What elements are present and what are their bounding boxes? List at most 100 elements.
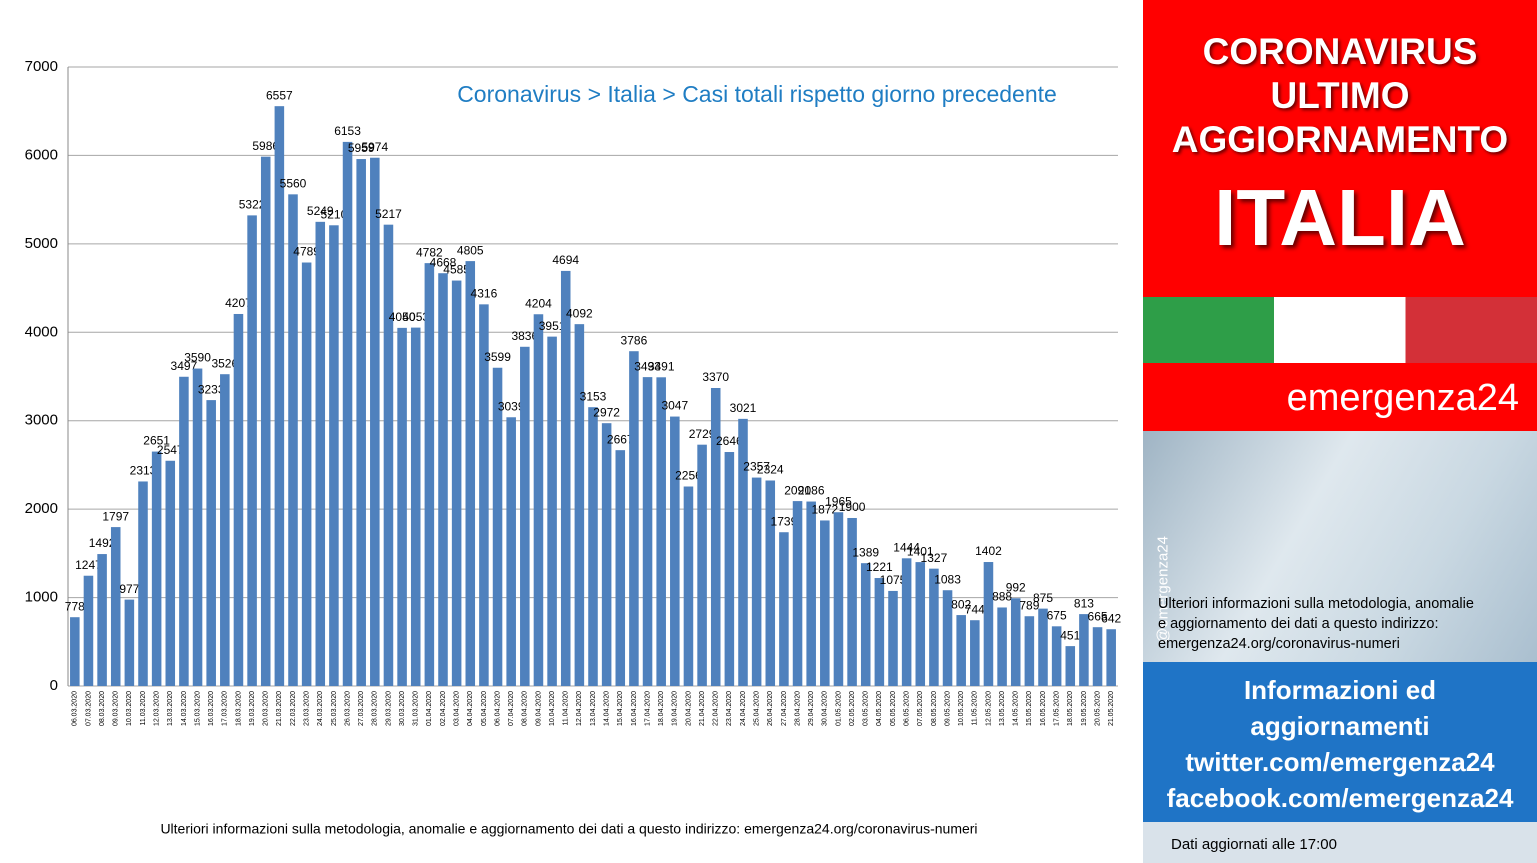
- y-tick-label: 0: [50, 677, 58, 694]
- bar: [738, 418, 748, 686]
- x-tick-label: 18.05.2020: [1067, 691, 1074, 726]
- x-tick-label: 11.03.2020: [140, 691, 147, 726]
- x-tick-label: 12.04.2020: [576, 691, 583, 726]
- value-label: 813: [1074, 596, 1094, 610]
- x-tick-label: 20.04.2020: [685, 691, 692, 726]
- value-label: 3021: [730, 401, 757, 415]
- bar: [1024, 616, 1035, 686]
- value-label: 888: [992, 590, 1012, 604]
- x-tick-label: 29.03.2020: [385, 691, 392, 726]
- x-tick-label: 12.03.2020: [153, 691, 160, 726]
- value-label: 1075: [880, 573, 907, 587]
- value-label: 2651: [143, 434, 170, 448]
- value-label: 3039: [498, 399, 525, 413]
- social-line: twitter.com/emergenza24: [1185, 747, 1495, 777]
- x-tick-label: 27.03.2020: [358, 691, 365, 726]
- x-tick-label: 31.03.2020: [413, 691, 420, 726]
- x-tick-label: 23.03.2020: [303, 691, 310, 726]
- value-label: 2086: [798, 484, 825, 498]
- value-label: 3497: [171, 359, 198, 373]
- updated: Dati aggiornati alle 17:00: [1171, 836, 1337, 853]
- bar: [301, 262, 312, 686]
- social-line: Informazioni ed: [1243, 675, 1437, 705]
- x-tick-label: 21.03.2020: [276, 691, 283, 726]
- y-tick-label: 7000: [25, 58, 58, 75]
- x-tick-label: 17.05.2020: [1053, 691, 1060, 726]
- x-tick-label: 02.05.2020: [849, 691, 856, 726]
- bar: [683, 486, 694, 686]
- x-tick-label: 30.04.2020: [822, 691, 829, 726]
- x-tick-label: 14.03.2020: [181, 691, 188, 726]
- x-tick-label: 15.04.2020: [617, 691, 624, 726]
- bar: [97, 554, 107, 686]
- bar: [1038, 608, 1048, 686]
- bar: [438, 273, 448, 686]
- x-tick-label: 06.05.2020: [903, 691, 910, 726]
- bar: [1065, 646, 1076, 686]
- x-tick-label: 22.03.2020: [290, 691, 297, 726]
- value-label: 5974: [361, 140, 388, 154]
- bar: [1106, 629, 1116, 686]
- value-label: 2972: [593, 405, 620, 419]
- x-tick-label: 20.03.2020: [263, 691, 270, 726]
- x-tick-label: 08.05.2020: [931, 691, 938, 726]
- bar: [833, 512, 844, 686]
- x-tick-label: 29.04.2020: [808, 691, 815, 726]
- value-label: 875: [1033, 591, 1053, 605]
- x-tick-label: 28.04.2020: [794, 691, 801, 726]
- bar: [697, 444, 707, 686]
- value-label: 4207: [225, 296, 252, 310]
- value-label: 4789: [293, 245, 320, 259]
- bar: [151, 451, 162, 686]
- bar: [1092, 627, 1103, 686]
- bar: [329, 225, 339, 686]
- x-tick-label: 16.03.2020: [208, 691, 215, 726]
- x-tick-label: 01.05.2020: [835, 691, 842, 726]
- side-panel: CORONAVIRUS ULTIMO AGGIORNAMENTO ITALIA …: [1143, 0, 1537, 863]
- bar: [560, 270, 571, 686]
- value-label: 5560: [280, 177, 307, 191]
- headline-line: AGGIORNAMENTO: [1171, 119, 1509, 160]
- value-label: 1327: [921, 551, 948, 565]
- bar: [997, 607, 1007, 686]
- bar: [465, 261, 476, 686]
- bar: [847, 517, 857, 686]
- value-label: 3493: [634, 359, 661, 373]
- value-label: 5959: [348, 141, 375, 155]
- x-tick-label: 10.05.2020: [958, 691, 965, 726]
- bar: [138, 481, 148, 686]
- x-tick-label: 13.05.2020: [999, 691, 1006, 726]
- bar: [260, 156, 271, 686]
- y-tick-label: 2000: [25, 500, 58, 517]
- value-label: 1900: [839, 500, 866, 514]
- bar: [588, 407, 598, 686]
- bar: [410, 327, 421, 686]
- bar: [670, 416, 680, 686]
- value-label: 3370: [702, 370, 729, 384]
- info: Ulteriori informazioni sulla metodologia…: [1158, 594, 1533, 654]
- value-label: 3526: [211, 356, 238, 370]
- value-label: 3233: [198, 382, 225, 396]
- x-tick-label: 21.05.2020: [1108, 691, 1115, 726]
- y-tick-label: 1000: [25, 589, 58, 606]
- x-tick-label: 16.05.2020: [1040, 691, 1047, 726]
- x-tick-label: 12.05.2020: [985, 691, 992, 726]
- x-tick-label: 19.03.2020: [249, 691, 256, 726]
- value-label: 5322: [239, 198, 266, 212]
- x-tick-label: 05.04.2020: [481, 691, 488, 726]
- x-tick-label: 04.04.2020: [467, 691, 474, 726]
- headline-line: ULTIMO: [1270, 75, 1410, 116]
- value-label: 2667: [607, 432, 634, 446]
- value-label: 6557: [266, 88, 293, 102]
- bar: [520, 346, 530, 686]
- value-label: 4585: [443, 263, 470, 277]
- value-label: 451: [1060, 628, 1080, 642]
- value-label: 675: [1047, 608, 1067, 622]
- info-line: Ulteriori informazioni sulla metodologia…: [1158, 596, 1474, 612]
- x-tick-label: 08.04.2020: [522, 691, 529, 726]
- bar: [615, 450, 626, 686]
- value-label: 5217: [375, 207, 402, 221]
- x-tick-label: 17.04.2020: [644, 691, 651, 726]
- value-label: 1247: [75, 558, 102, 572]
